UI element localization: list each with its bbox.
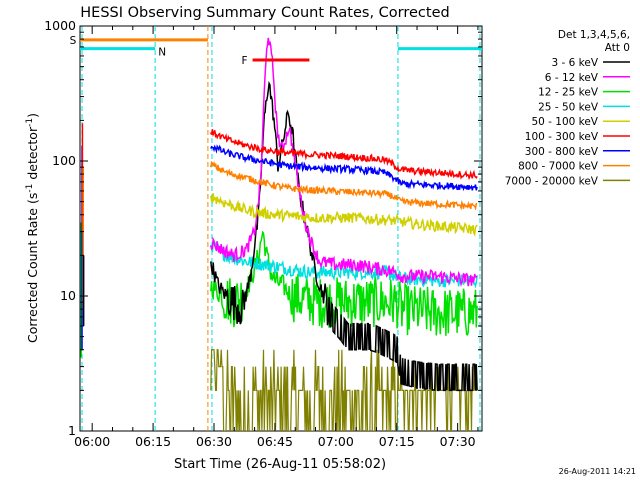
legend-label: 300 - 800 keV <box>525 146 599 158</box>
flag-label-n: N <box>158 47 166 59</box>
footer-date: 26-Aug-2011 14:21 <box>559 467 636 476</box>
series-line-25-50kev <box>210 239 478 289</box>
plot-area: S N F <box>70 25 483 432</box>
legend-label: 6 - 12 keV <box>545 72 599 84</box>
legend-label: 100 - 300 keV <box>525 131 599 143</box>
legend-label: 800 - 7000 keV <box>518 161 599 173</box>
y-tick-label: 1 <box>68 423 76 438</box>
legend-label: 7000 - 20000 keV <box>505 175 599 187</box>
y-tick-label: 1000 <box>44 18 76 33</box>
y-axis-label-sup2: -1 <box>25 118 35 127</box>
chart-title: HESSI Observing Summary Count Rates, Cor… <box>80 5 449 21</box>
plot-frame <box>79 25 483 432</box>
series-line-6-12kev <box>210 37 478 288</box>
x-tick-label: 07:15 <box>379 434 415 449</box>
series-line-800-7000kev <box>210 160 478 211</box>
flag-label-f: F <box>242 55 248 67</box>
x-axis-label: Start Time (26-Aug-11 05:58:02) <box>174 457 386 472</box>
x-tick-label: 06:45 <box>257 434 293 449</box>
series-line-12-25kev <box>210 230 478 336</box>
x-tick-label: 07:00 <box>318 434 354 449</box>
legend-header-detectors: Det 1,3,4,5,6, <box>558 29 630 41</box>
y-axis-label: Corrected Count Rate (s-1 detector-1) <box>25 113 40 343</box>
series-line-100-300kev <box>210 129 478 181</box>
legend-label: 50 - 100 keV <box>531 116 598 128</box>
y-tick-label: 100 <box>52 153 76 168</box>
flag-label-s: S <box>70 35 77 47</box>
legend-label: 12 - 25 keV <box>538 87 599 99</box>
x-tick-label: 06:15 <box>135 434 171 449</box>
y-axis-label-sup1: -1 <box>25 184 35 193</box>
y-axis-label-mid: detector <box>25 126 40 184</box>
x-tick-label: 07:30 <box>440 434 476 449</box>
x-tick-label: 06:00 <box>74 434 110 449</box>
series-line-300-800kev <box>210 144 478 192</box>
axis-layer: 06:00 06:15 06:30 06:45 07:00 07:15 07:30 1 10 10… <box>44 18 482 449</box>
legend-label: 25 - 50 keV <box>538 101 599 113</box>
legend-label: 3 - 6 keV <box>551 57 598 69</box>
y-axis-label-end: ) <box>25 113 40 118</box>
x-tick-label: 06:30 <box>196 434 232 449</box>
series-line-50-100kev <box>210 193 478 237</box>
y-axis-label-main: Corrected Count Rate (s <box>25 193 40 343</box>
series-layer <box>80 26 481 431</box>
series-line-3-6kev <box>210 80 478 392</box>
legend-header-attenuator: Att 0 <box>605 42 630 54</box>
y-tick-label: 10 <box>60 288 76 303</box>
flag-layer: S N F <box>70 35 482 67</box>
legend: Det 1,3,4,5,6,Att 0 3 - 6 keV 6 - 12 keV 12… <box>505 29 630 187</box>
